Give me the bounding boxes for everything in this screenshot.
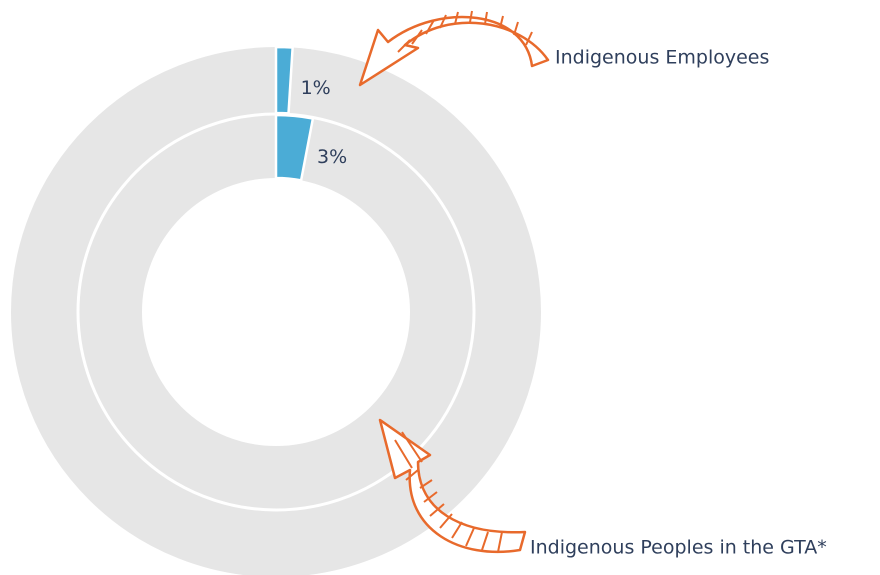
arrow-upper [358, 10, 550, 87]
value-label: 3% [317, 146, 347, 168]
series-name: Indigenous Employees [555, 47, 769, 69]
segment [274, 45, 294, 115]
ring-separator [76, 112, 476, 512]
rings [11, 45, 541, 575]
series-name: Indigenous Peoples in the GTA* [530, 537, 827, 559]
arrow-lower [378, 418, 527, 554]
value-label: 1% [301, 77, 331, 99]
